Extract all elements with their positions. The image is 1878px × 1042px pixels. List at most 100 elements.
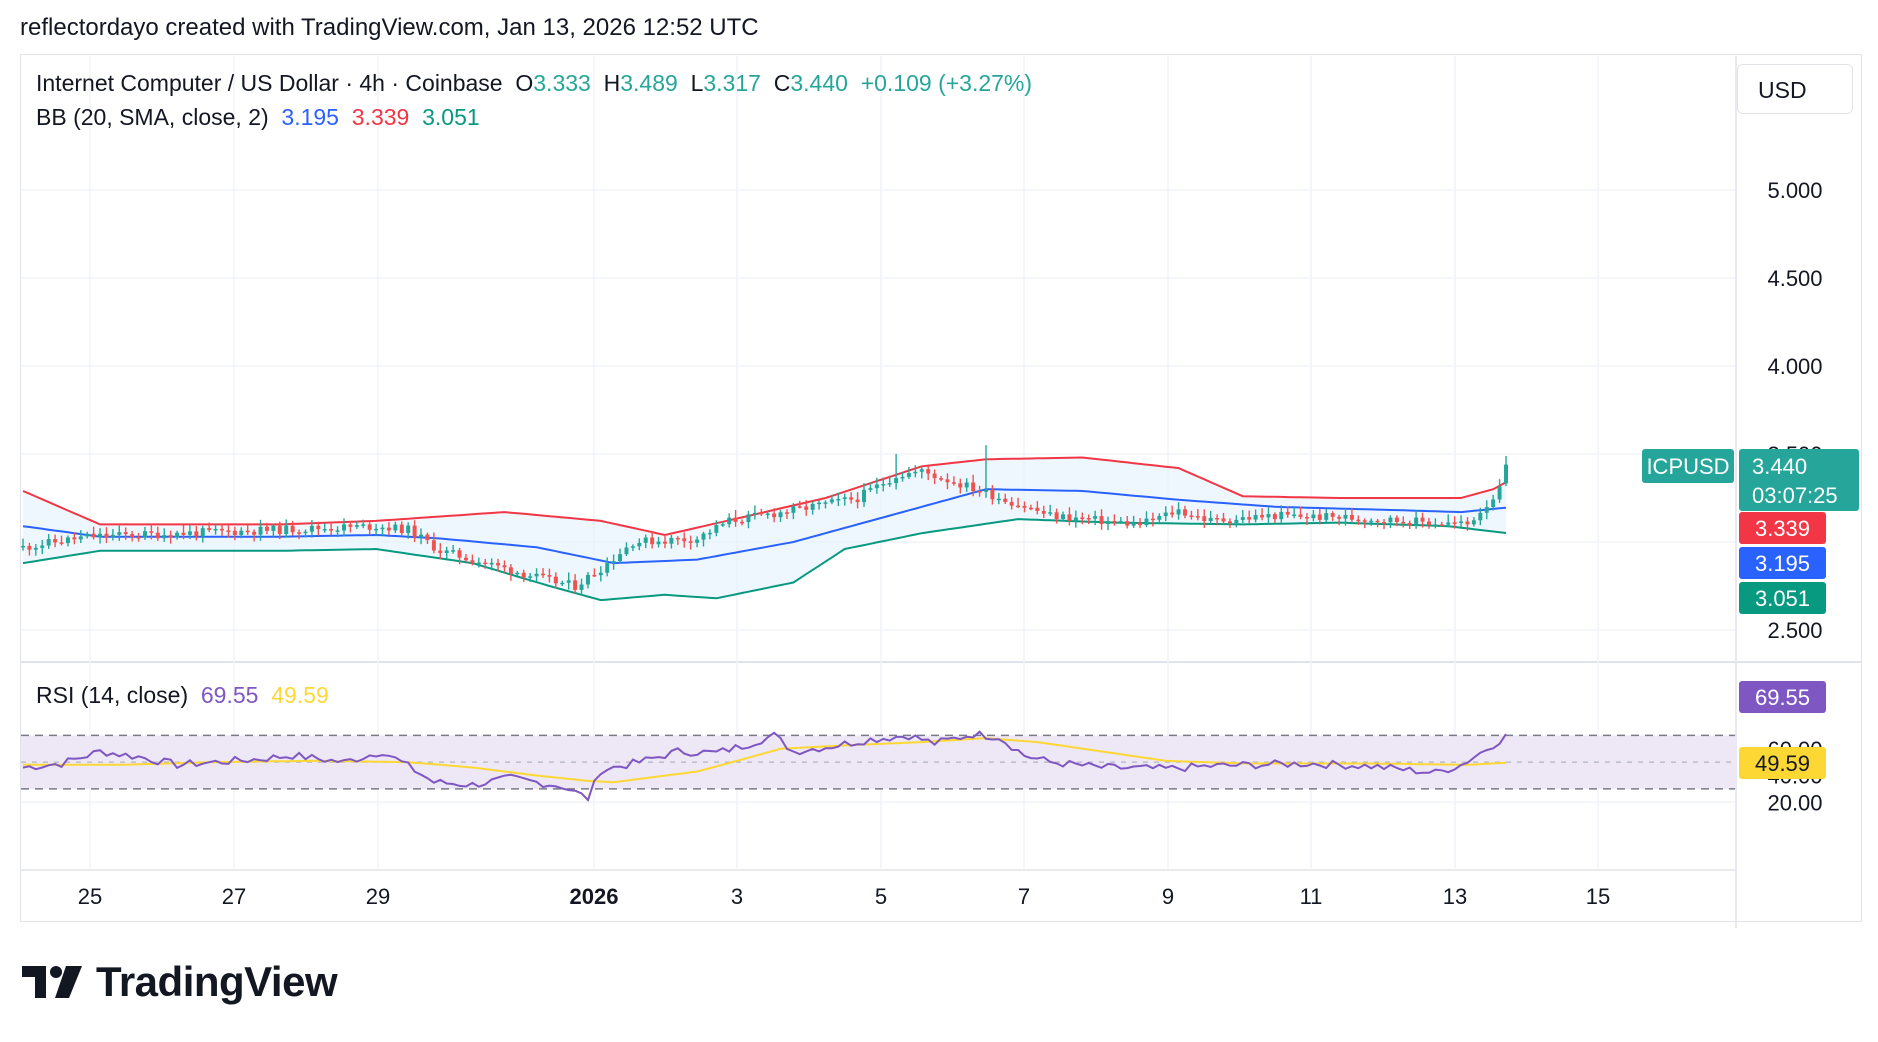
candle-body [695, 539, 700, 543]
candle-body [643, 537, 648, 543]
candle-body [759, 512, 764, 515]
candle [797, 500, 802, 509]
candle-body [817, 502, 822, 505]
candle [1240, 510, 1245, 524]
candle-body [630, 546, 635, 548]
bb-legend[interactable]: BB (20, SMA, close, 2) 3.195 3.339 3.051 [36, 104, 480, 131]
candle-body [258, 526, 263, 535]
candle-body [579, 584, 584, 590]
currency-button[interactable]: USD [1737, 64, 1853, 114]
candle-body [1484, 507, 1489, 513]
candle-body [309, 525, 314, 532]
candle [983, 445, 988, 498]
bb-upper-value: 3.339 [351, 104, 410, 130]
candle [1491, 494, 1496, 511]
candle-body [226, 530, 231, 532]
candle-body [1048, 512, 1053, 514]
candle-body [386, 527, 391, 531]
candle [1414, 510, 1419, 529]
candle-body [1112, 521, 1117, 523]
candle [290, 520, 295, 536]
candle [1041, 505, 1046, 519]
candle-body [1375, 520, 1380, 523]
candle-body [27, 545, 32, 550]
candle-body [483, 562, 488, 565]
candle [720, 521, 725, 527]
open-label: O [515, 70, 534, 96]
candle-body [187, 531, 192, 535]
bb-lower-value: 3.051 [422, 104, 480, 130]
candle-body [1118, 521, 1123, 523]
candle [1362, 518, 1367, 529]
candle-body [573, 580, 578, 590]
candle [939, 476, 944, 482]
candle-body [1337, 516, 1342, 519]
candle [996, 492, 1001, 505]
rsi-badge: 69.55 [1739, 681, 1826, 713]
bb-lower-line [22, 518, 1507, 602]
candle [579, 578, 584, 596]
rsi-legend[interactable]: RSI (14, close) 69.55 49.59 [36, 682, 329, 709]
candle [1138, 518, 1143, 529]
y-tick-label: 4.500 [1767, 266, 1822, 291]
candle [932, 469, 937, 485]
candle [1022, 501, 1027, 513]
candle-body [592, 574, 597, 577]
candle-body [1003, 498, 1008, 503]
x-tick-label: 9 [1162, 884, 1174, 909]
rsi-badge-bg [1739, 681, 1826, 713]
candle [213, 523, 218, 535]
candle-body [399, 524, 404, 534]
candle-body [1349, 515, 1354, 520]
candle-body [1272, 514, 1277, 520]
candle [59, 535, 64, 546]
candle [1272, 512, 1277, 524]
candle [258, 519, 263, 541]
candle-body [906, 473, 911, 477]
candle [1356, 515, 1361, 525]
candle [451, 545, 456, 554]
candle-body [245, 530, 250, 533]
close-label: C [773, 70, 791, 96]
candle-body [810, 503, 815, 510]
candle [502, 560, 507, 573]
candle [1118, 517, 1123, 524]
candle-body [1125, 521, 1130, 526]
candle-body [752, 512, 757, 515]
candle-body [958, 483, 963, 488]
symbol-badge-bg [1642, 449, 1734, 483]
candle-body [996, 498, 1001, 501]
candle-body [65, 537, 70, 544]
symbol-legend[interactable]: Internet Computer / US Dollar · 4h · Coi… [36, 70, 1032, 97]
rsi-ma-value: 49.59 [271, 682, 329, 708]
candle-body [1234, 519, 1239, 524]
candles [21, 445, 1508, 596]
chart-frame[interactable] [20, 54, 1862, 922]
candle [1452, 516, 1457, 529]
candle [342, 518, 346, 537]
candle [1298, 506, 1303, 520]
candle [1369, 518, 1374, 526]
candle-body [547, 575, 552, 577]
candle-body [521, 572, 526, 578]
candle [637, 538, 642, 551]
candle [714, 520, 719, 537]
candle [630, 544, 635, 552]
candle-body [1240, 517, 1245, 520]
candle [1035, 501, 1040, 515]
candle-body [220, 528, 225, 531]
candle-body [53, 539, 58, 543]
candle-body [502, 565, 507, 568]
candle [380, 524, 385, 536]
candle-body [85, 533, 90, 537]
candle [1157, 513, 1162, 524]
candle [945, 473, 950, 490]
candle-body [470, 560, 475, 564]
candle [977, 485, 982, 497]
candle [752, 505, 757, 520]
candle-body [40, 545, 45, 548]
candle-body [1080, 517, 1085, 519]
tradingview-logo[interactable]: TradingView [22, 958, 338, 1006]
candle [675, 536, 680, 545]
